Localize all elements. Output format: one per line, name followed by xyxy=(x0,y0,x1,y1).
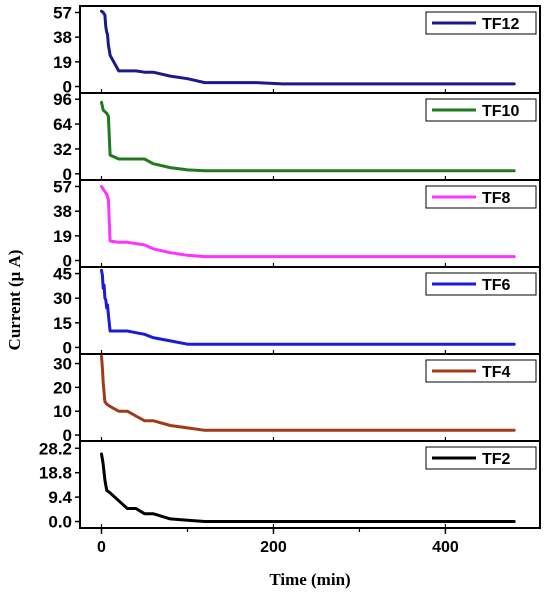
y-tick-label: 19 xyxy=(53,53,72,72)
y-tick-label: 38 xyxy=(53,28,72,47)
y-tick-label: 0 xyxy=(63,78,72,97)
y-tick-label: 0 xyxy=(63,338,72,357)
y-axis-title: Current (μ A) xyxy=(5,250,24,351)
legend-tf10: TF10 xyxy=(425,98,537,122)
panel-tf2: 0.0 9.4 18.8 28.2 TF2 xyxy=(39,439,541,532)
y-tick-label: 10 xyxy=(53,402,72,421)
panel-tf6: 0 15 30 45 TF6 xyxy=(53,265,541,357)
panel-frame xyxy=(79,440,541,529)
series-line-tf6 xyxy=(100,268,516,346)
legend-label: TF2 xyxy=(482,451,511,468)
y-tick-label: 18.8 xyxy=(39,464,72,483)
x-tick-label: 400 xyxy=(432,539,459,556)
legend-label: TF6 xyxy=(482,277,511,294)
y-tick-label: 9.4 xyxy=(48,488,72,507)
y-tick-label: 0 xyxy=(63,252,72,271)
y-tick-label: 32 xyxy=(53,140,72,159)
y-tick-label: 64 xyxy=(53,115,72,134)
legend-box xyxy=(425,98,537,122)
x-tick-label: 200 xyxy=(260,539,287,556)
legend-label: TF4 xyxy=(482,364,511,381)
series-line-tf4 xyxy=(100,354,516,432)
y-tick-label: 57 xyxy=(53,3,72,22)
legend-label: TF10 xyxy=(482,103,519,120)
panel-tf4: 0 10 20 30 TF4 xyxy=(53,353,541,445)
x-axis: 0 200 400 xyxy=(97,528,459,556)
legend-label: TF12 xyxy=(482,16,519,33)
legend-box xyxy=(425,11,537,35)
legend-label: TF8 xyxy=(482,190,511,207)
legend-tf2: TF2 xyxy=(425,446,537,470)
y-tick-label: 96 xyxy=(53,90,72,109)
y-tick-label: 0 xyxy=(63,165,72,184)
series-line-tf12 xyxy=(100,9,516,86)
x-tick-label: 0 xyxy=(97,539,106,556)
panel-tf10: 0 32 64 96 TF10 xyxy=(53,90,541,184)
y-tick-label: 57 xyxy=(53,177,72,196)
chart-panels: 0 19 38 57 TF12 0 32 64 96 TF10 0 19 38 57 TF8 0 15 30 45 T… xyxy=(39,3,541,532)
legend-tf6: TF6 xyxy=(425,272,537,296)
legend-tf12: TF12 xyxy=(425,11,537,35)
legend-tf8: TF8 xyxy=(425,185,537,209)
y-tick-label: 30 xyxy=(53,289,72,308)
series-line-tf8 xyxy=(100,185,516,259)
y-tick-label: 38 xyxy=(53,202,72,221)
legend-box xyxy=(425,185,537,209)
x-axis-title: Time (min) xyxy=(269,570,350,589)
legend-box xyxy=(425,272,537,296)
y-tick-label: 45 xyxy=(53,265,72,284)
panel-tf12: 0 19 38 57 TF12 xyxy=(53,3,541,97)
y-tick-label: 0 xyxy=(63,426,72,445)
legend-box xyxy=(425,359,537,383)
legend-box xyxy=(425,446,537,470)
y-tick-label: 15 xyxy=(53,314,72,333)
y-tick-label: 20 xyxy=(53,378,72,397)
panel-tf8: 0 19 38 57 TF8 xyxy=(53,177,541,271)
y-tick-label: 28.2 xyxy=(39,439,72,458)
legend-tf4: TF4 xyxy=(425,359,537,383)
y-tick-label: 19 xyxy=(53,227,72,246)
series-line-tf2 xyxy=(100,452,516,523)
series-line-tf10 xyxy=(100,100,516,173)
y-tick-label: 30 xyxy=(53,355,72,374)
y-tick-label: 0.0 xyxy=(48,513,72,532)
